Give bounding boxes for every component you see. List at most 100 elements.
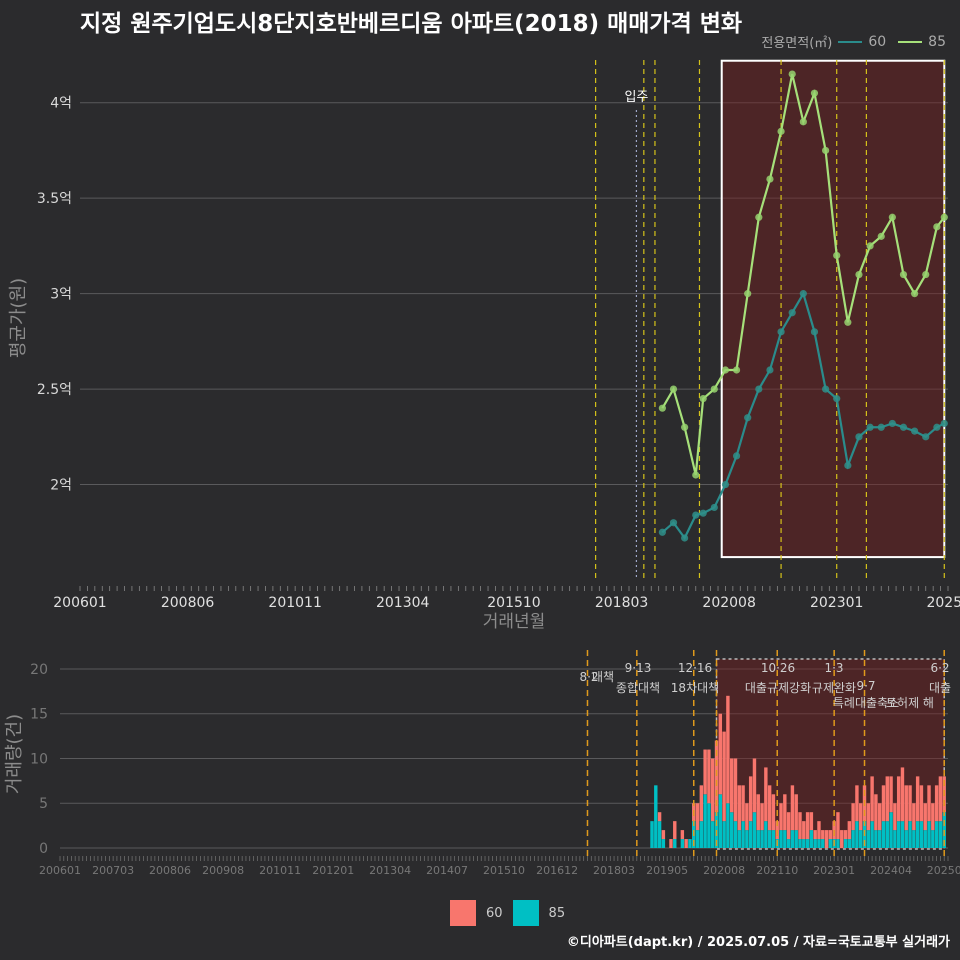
bar-85 [851,830,855,848]
bar-60 [714,740,719,813]
x-tick-label: 201011 [268,595,321,611]
bar-85 [680,839,685,848]
bar-85 [733,821,738,848]
bottom-legend: 60 85 [450,900,565,926]
bar-60 [836,812,840,840]
bar-60 [900,767,905,822]
data-point-85 [755,213,763,221]
bar-60 [817,821,821,840]
bar-85 [802,839,806,848]
bar-85 [752,812,757,848]
bar-85 [703,794,707,848]
bar-85 [695,830,700,848]
bar-60 [915,776,920,822]
bar-60 [756,794,760,831]
bar-60 [718,713,723,795]
legend-bottom-label-85: 85 [548,905,566,921]
event-date: 12·16 [678,661,712,675]
event-date: 9·7 [856,679,875,693]
data-point-60 [681,534,689,542]
data-point-85 [692,471,700,479]
bar-60 [790,785,795,831]
bar-85 [874,830,878,848]
data-point-60 [766,366,774,374]
source-credit: ©디아파트(dapt.kr) / 2025.07.05 / 자료=국토교통부 실… [566,935,950,950]
bar-85 [885,821,889,848]
bar-85 [673,839,677,848]
bar-85 [688,839,692,848]
bar-60 [673,821,677,840]
vol-x-tick-label: 201612 [536,864,578,877]
x-tick-label: 202008 [702,595,755,611]
legend-label-60: 60 [868,33,887,50]
bar-85 [859,830,863,848]
bar-85 [707,803,711,848]
bar-60 [821,830,825,840]
bar-85 [927,821,931,848]
vol-y-tick-label: 10 [30,751,48,767]
bar-60 [934,785,939,822]
legend-box-60 [450,900,476,926]
bar-85 [783,830,787,848]
bar-85 [711,821,715,848]
data-point-60 [810,328,819,336]
bar-85 [805,839,810,848]
bar-60 [881,785,886,822]
bar-60 [919,785,924,822]
x-tick-label: 2025 [926,595,960,611]
bar-60 [752,758,757,813]
bar-85 [760,830,764,848]
vol-x-tick-label: 202404 [870,864,912,877]
bar-60 [711,758,715,822]
bar-60 [760,803,764,831]
data-point-60 [911,427,919,435]
y-tick-label: 2.5억 [37,382,72,398]
bar-60 [657,812,662,822]
bar-60 [748,776,753,822]
highlight-region [720,59,946,559]
vol-x-tick-label: 202008 [703,864,745,877]
bar-60 [859,803,863,831]
bar-60 [802,821,806,840]
bar-60 [661,830,666,840]
bar-60 [889,776,893,813]
x-tick-label: 201304 [376,595,430,611]
bar-85 [938,821,943,848]
data-point-85 [721,366,730,374]
bar-60 [931,803,935,831]
bar-85 [855,821,859,848]
data-point-60 [888,419,896,428]
data-point-85 [911,290,919,298]
bar-85 [923,830,927,848]
bar-60 [874,794,878,831]
bar-60 [783,794,787,831]
bar-60 [927,785,931,822]
bar-85 [881,821,886,848]
vol-y-axis-title: 거래량(건) [4,714,25,794]
bar-85 [813,839,817,848]
data-point-85 [732,366,741,374]
data-point-85 [669,385,678,393]
bar-60 [904,785,908,831]
bar-60 [669,839,673,848]
bar-60 [938,776,943,822]
data-point-60 [877,423,885,431]
bar-85 [790,830,795,848]
bar-60 [847,821,852,840]
data-point-60 [744,414,752,422]
vol-x-tick-label: 201201 [312,864,354,877]
bar-85 [908,821,912,848]
bar-60 [855,785,859,822]
bar-60 [745,803,749,831]
vol-x-tick-label: 200703 [92,864,134,877]
bar-60 [741,785,745,822]
bar-85 [657,821,662,848]
bar-85 [817,839,821,848]
bar-85 [737,830,741,848]
bar-85 [912,830,916,848]
data-point-85 [744,290,752,298]
event-date: 8·2 [579,670,598,684]
data-point-85 [933,223,941,231]
event-label: 특례대출축소 [833,696,899,710]
move-in-label: 입주 [624,90,648,105]
